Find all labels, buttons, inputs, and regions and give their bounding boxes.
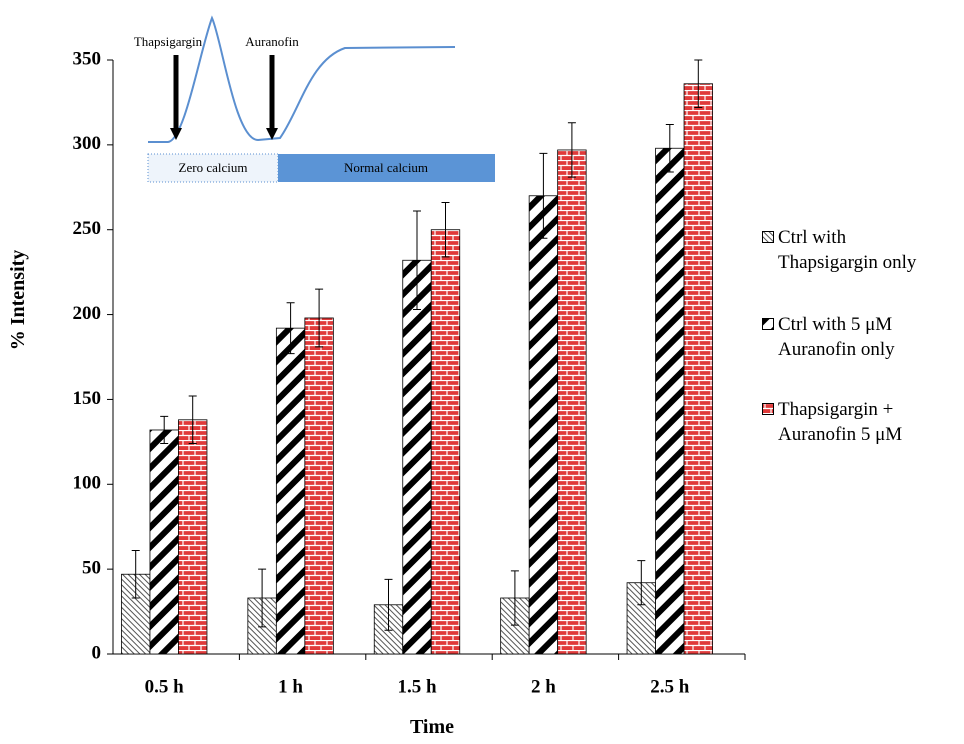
legend-swatch-box (763, 232, 774, 243)
x-tick-label: 1 h (278, 676, 303, 697)
y-tick-label: 150 (73, 388, 102, 409)
annotation: Thapsigargin (134, 34, 203, 49)
bar (558, 150, 587, 654)
annotation: Auranofin (245, 34, 299, 49)
legend-label: Ctrl with 5 μM Auranofin only (778, 312, 940, 362)
y-tick-label: 50 (82, 558, 101, 579)
bar (305, 318, 334, 654)
bar (656, 148, 685, 654)
annotation: Zero calcium (179, 160, 248, 175)
legend-label: Thapsigargin + Auranofin 5 μM (778, 397, 940, 447)
legend-item: Ctrl with 5 μM Auranofin only (762, 312, 940, 362)
legend-swatch (762, 403, 774, 415)
x-tick-label: 2 h (531, 676, 556, 697)
bar (276, 328, 305, 654)
arrowhead (170, 128, 182, 140)
bar (529, 196, 558, 654)
bar (431, 230, 460, 654)
y-tick-label: 250 (73, 218, 102, 239)
y-axis-label: % Intensity (7, 250, 29, 351)
legend-swatch-box (763, 404, 774, 415)
bar (684, 84, 713, 654)
legend-item: Ctrl with Thapsigargin only (762, 225, 940, 275)
x-tick-label: 1.5 h (397, 676, 437, 697)
y-tick-label: 0 (92, 642, 102, 663)
annotation: Normal calcium (344, 160, 428, 175)
x-tick-label: 0.5 h (145, 676, 185, 697)
x-tick-label: 2.5 h (650, 676, 690, 697)
legend-swatch-box (763, 319, 774, 330)
y-tick-label: 100 (73, 473, 102, 494)
y-tick-label: 300 (73, 133, 102, 154)
chart: Thapsigargin Auranofin Zero calcium Norm… (0, 0, 964, 744)
legend-swatch (762, 231, 774, 243)
bar (403, 260, 432, 654)
bar (150, 430, 179, 654)
y-tick-label: 200 (73, 303, 102, 324)
legend-item: Thapsigargin + Auranofin 5 μM (762, 397, 940, 447)
x-axis-label: Time (410, 716, 454, 738)
legend-label: Ctrl with Thapsigargin only (778, 225, 940, 275)
bar (178, 420, 207, 654)
legend-swatch (762, 318, 774, 330)
y-tick-label: 350 (73, 48, 102, 69)
page: Thapsigargin Auranofin Zero calcium Norm… (0, 0, 964, 744)
inset: Thapsigargin Auranofin Zero calcium Norm… (134, 18, 495, 182)
